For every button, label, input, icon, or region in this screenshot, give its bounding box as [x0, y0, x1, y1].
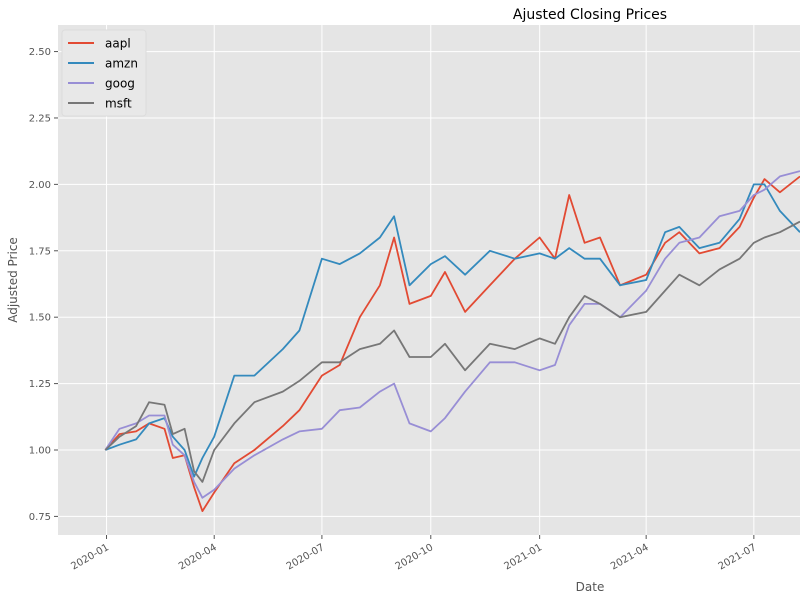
x-tick-label: 2020-10: [394, 542, 436, 572]
y-tick-label: 1.75: [29, 246, 51, 257]
x-tick-label: 2020-07: [285, 542, 327, 572]
x-axis-label: Date: [576, 580, 605, 594]
legend-label-aapl: aapl: [105, 37, 131, 51]
legend-label-amzn: amzn: [105, 57, 138, 71]
legend-label-goog: goog: [105, 77, 135, 91]
y-axis-label: Adjusted Price: [6, 237, 20, 323]
x-tick-label: 2021-04: [609, 542, 651, 572]
x-tick-label: 2021-07: [717, 542, 759, 572]
series-line-msft: [104, 220, 800, 483]
legend-label-msft: msft: [105, 97, 132, 111]
x-tick-label: 2020-04: [177, 542, 219, 572]
chart-title: Ajusted Closing Prices: [513, 7, 667, 23]
y-axis: 0.75 1.00 1.25 1.50 1.75 2.00 2.25 2.50: [29, 47, 58, 523]
x-axis: 2020-01 2020-04 2020-07 2020-10 2021-01 2021-…: [69, 535, 758, 572]
y-tick-label: 2.00: [29, 180, 51, 191]
y-tick-label: 2.50: [29, 47, 51, 58]
legend-box: [61, 29, 147, 117]
series-line-amzn: [104, 183, 800, 478]
series-line-goog: [104, 170, 800, 499]
legend: aapl amzn goog msft: [61, 29, 147, 117]
x-tick-label: 2020-01: [69, 542, 111, 572]
series-line-aapl: [104, 175, 800, 513]
x-tick-label: 2021-01: [502, 542, 544, 572]
series-lines: [104, 170, 800, 513]
y-tick-label: 1.25: [29, 379, 51, 390]
y-tick-label: 1.50: [29, 313, 51, 324]
y-tick-label: 1.00: [29, 446, 51, 457]
y-tick-label: 0.75: [29, 512, 51, 523]
y-tick-label: 2.25: [29, 113, 51, 124]
